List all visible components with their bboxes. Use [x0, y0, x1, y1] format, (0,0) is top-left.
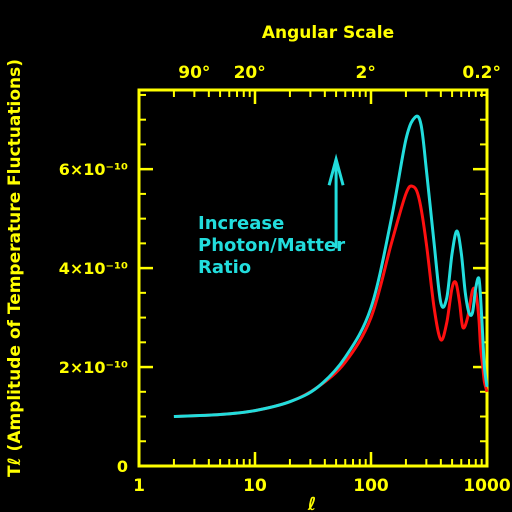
top-tick-label: 20° — [234, 63, 266, 83]
annotation-text: Ratio — [198, 257, 251, 278]
x-tick-label: 1000 — [463, 476, 510, 496]
plot-border — [137, 88, 489, 468]
series-line-1 — [173, 114, 489, 418]
y-tick-label: 4×10⁻¹⁰ — [59, 259, 128, 278]
x-axis-label: ℓ — [307, 494, 317, 512]
top-tick-label: 90° — [178, 63, 210, 83]
top-tick-label: 2° — [356, 63, 376, 83]
x-tick-label: 1 — [133, 476, 145, 496]
axis-ticks: 1 10 100 1000 0 2×10⁻¹⁰ 4×10⁻¹⁰ 6×10⁻¹⁰ 90° 20° 2°… — [59, 63, 511, 496]
y-tick-label: 6×10⁻¹⁰ — [59, 160, 128, 179]
annotation-text: Increase — [198, 213, 284, 234]
y-axis-label: Tℓ (Amplitude of Temperature Fluctuation… — [5, 59, 25, 477]
plot-frame — [137, 88, 489, 468]
x-tick-label: 100 — [353, 476, 389, 496]
series-group — [173, 114, 489, 418]
annotation-arrow-head — [327, 153, 345, 186]
y-tick-label: 0 — [117, 457, 128, 476]
top-axis-label: Angular Scale — [262, 23, 394, 43]
annotation-text: Photon/Matter — [198, 235, 345, 256]
x-tick-label: 10 — [243, 476, 267, 496]
top-tick-label: 0.2° — [462, 63, 501, 83]
axis-labels: Angular Scale ℓ Tℓ (Amplitude of Tempera… — [5, 23, 394, 512]
y-tick-label: 2×10⁻¹⁰ — [59, 358, 128, 377]
